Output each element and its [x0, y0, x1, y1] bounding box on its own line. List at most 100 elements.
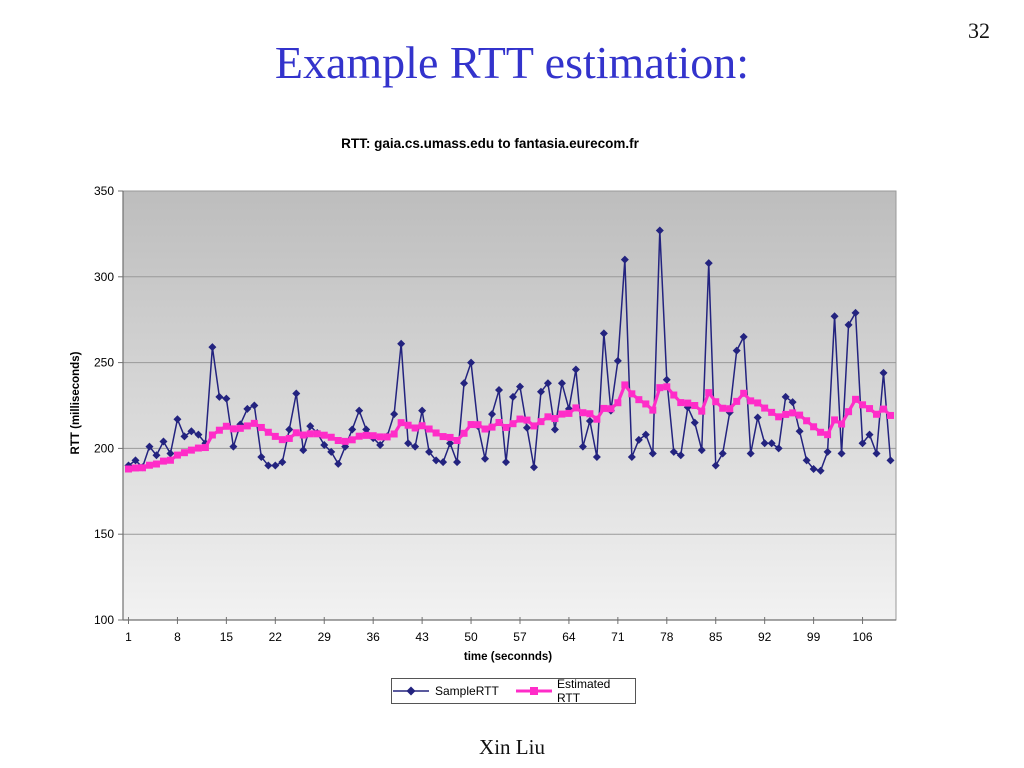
sample-rtt-marker	[180, 432, 189, 441]
estimated-rtt-marker	[537, 418, 545, 426]
estimated-rtt-marker	[460, 429, 468, 437]
estimated-rtt-marker	[663, 383, 671, 391]
estimated-rtt-marker	[698, 407, 706, 415]
sample-rtt-marker	[481, 454, 490, 463]
sample-rtt-marker	[229, 442, 238, 451]
legend-label-sample-rtt: SampleRTT	[435, 684, 499, 698]
sample-rtt-marker	[376, 440, 385, 449]
estimated-rtt-marker	[733, 397, 741, 405]
y-tick-label: 100	[94, 613, 114, 627]
sample-rtt-marker	[823, 447, 832, 456]
sample-rtt-marker	[732, 346, 741, 355]
estimated-rtt-marker	[803, 417, 811, 425]
estimated-rtt-marker	[509, 420, 517, 428]
estimated-rtt-marker	[747, 397, 755, 405]
sample-rtt-marker	[648, 449, 657, 458]
sample-rtt-marker	[404, 439, 413, 448]
sample-rtt-marker	[711, 461, 720, 470]
sample-rtt-marker	[697, 446, 706, 455]
estimated-rtt-marker	[635, 396, 643, 404]
estimated-rtt-marker	[516, 415, 524, 423]
estimated-rtt-marker	[222, 422, 230, 430]
sample-rtt-marker	[425, 447, 434, 456]
estimated-rtt-marker	[677, 399, 685, 407]
estimated-rtt-marker	[250, 419, 258, 427]
estimated-rtt-marker	[523, 416, 531, 424]
sample-rtt-marker	[145, 442, 154, 451]
sample-rtt-marker	[320, 440, 329, 449]
estimated-rtt-marker	[495, 418, 503, 426]
sample-rtt-marker	[781, 392, 790, 401]
estimated-rtt-marker	[292, 429, 300, 437]
estimated-rtt-marker	[572, 404, 580, 412]
sample-rtt-marker	[257, 452, 266, 461]
sample-rtt-marker	[739, 332, 748, 341]
sample-rtt-marker	[865, 430, 874, 439]
estimated-rtt-marker	[670, 391, 678, 399]
estimated-rtt-marker	[481, 425, 489, 433]
sample-rtt-marker	[816, 466, 825, 475]
legend-item-estimated-rtt: Estimated RTT	[515, 677, 635, 705]
legend-label-estimated-rtt: Estimated RTT	[556, 677, 611, 705]
estimated-rtt-marker	[376, 433, 384, 441]
plot-area	[122, 190, 897, 621]
x-tick-label: 85	[709, 630, 723, 644]
x-tick-label: 57	[513, 630, 527, 644]
sample-rtt-marker-icon	[393, 686, 429, 696]
estimated-rtt-marker	[187, 446, 195, 454]
estimated-rtt-marker	[257, 423, 265, 431]
y-tick-label: 150	[94, 527, 114, 541]
sample-rtt-marker	[397, 339, 406, 348]
estimated-rtt-marker	[285, 434, 293, 442]
sample-rtt-marker	[879, 368, 888, 377]
estimated-rtt-marker	[740, 389, 748, 397]
x-axis-title: time (seconnds)	[463, 651, 553, 663]
footer-author: Xin Liu	[479, 735, 545, 759]
sample-rtt-marker	[641, 430, 650, 439]
estimated-rtt-marker	[306, 430, 314, 438]
x-tick-label: 50	[464, 630, 478, 644]
estimated-rtt-marker	[243, 422, 251, 430]
estimated-rtt-marker	[754, 399, 762, 407]
estimated-rtt-marker	[551, 415, 559, 423]
estimated-rtt-marker	[628, 390, 636, 398]
sample-rtt-marker	[669, 447, 678, 456]
estimated-rtt-marker	[684, 399, 692, 407]
sample-rtt-marker	[299, 446, 308, 455]
estimated-rtt-marker	[761, 404, 769, 412]
sample-rtt-marker	[187, 427, 196, 436]
chart-legend: SampleRTT Estimated RTT	[391, 677, 636, 705]
x-tick-label: 43	[415, 630, 429, 644]
sample-rtt-marker	[704, 259, 713, 268]
sample-rtt-marker	[131, 456, 140, 465]
sample-rtt-marker	[355, 406, 364, 415]
sample-rtt-marker	[515, 382, 524, 391]
estimated-rtt-marker	[152, 460, 160, 468]
sample-rtt-marker	[194, 430, 203, 439]
estimated-rtt-marker	[166, 456, 174, 464]
sample-rtt-marker	[222, 394, 231, 403]
estimated-rtt-marker	[558, 410, 566, 418]
chart-title: RTT: gaia.cs.umass.edu to fantasia.eurec…	[341, 136, 639, 151]
estimated-rtt-marker	[369, 432, 377, 440]
estimated-rtt-marker	[565, 409, 573, 417]
x-tick-label: 1	[125, 630, 132, 644]
estimated-rtt-marker	[390, 430, 398, 438]
estimated-rtt-marker	[607, 405, 615, 413]
sample-rtt-marker	[620, 255, 629, 264]
sample-rtt-marker	[334, 459, 343, 468]
sample-rtt-marker	[390, 410, 399, 419]
sample-rtt-marker	[585, 416, 594, 425]
sample-rtt-marker	[250, 401, 259, 410]
x-tick-label: 71	[611, 630, 625, 644]
sample-rtt-marker	[495, 386, 504, 395]
estimated-rtt-marker	[313, 430, 321, 438]
x-tick-label: 29	[318, 630, 332, 644]
estimated-rtt-marker	[579, 409, 587, 417]
estimated-rtt-marker	[208, 431, 216, 439]
estimated-rtt-marker	[705, 389, 713, 397]
x-tick-label: 64	[562, 630, 576, 644]
x-tick-label: 8	[174, 630, 181, 644]
estimated-rtt-marker	[866, 405, 874, 413]
